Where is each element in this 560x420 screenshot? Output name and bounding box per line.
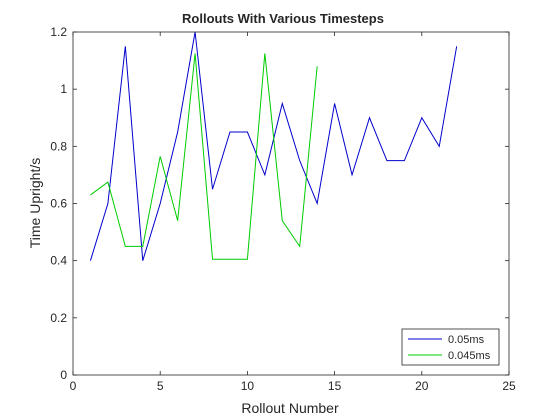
y-axis-label: Time Upright/s bbox=[27, 158, 43, 249]
series-line-2 bbox=[90, 53, 318, 260]
chart-title: Rollouts With Various Timesteps bbox=[182, 11, 384, 26]
series-layer bbox=[89, 31, 458, 261]
legend: 0.05ms 0.045ms bbox=[401, 328, 500, 366]
legend-box bbox=[401, 328, 500, 366]
x-tick-label: 5 bbox=[157, 379, 164, 393]
x-tick-label: 15 bbox=[328, 379, 342, 393]
y-tick-label: 1 bbox=[60, 82, 67, 96]
legend-label-2: 0.045ms bbox=[448, 350, 491, 362]
y-tick-label: 0.6 bbox=[50, 197, 67, 211]
y-tick-label: 0 bbox=[60, 368, 67, 382]
y-tick-label: 0.2 bbox=[50, 311, 67, 325]
x-tick-label: 25 bbox=[502, 379, 516, 393]
y-tick-label: 0.4 bbox=[50, 254, 67, 268]
y-tick-label: 1.2 bbox=[50, 25, 67, 39]
y-tick-label: 0.8 bbox=[50, 139, 67, 153]
x-tick-label: 10 bbox=[241, 379, 255, 393]
x-axis-label: Rollout Number bbox=[241, 400, 339, 416]
axes-layer: 0 5 10 15 20 25 0 0.2 0.4 0.6 0.8 1 1.2 bbox=[50, 25, 516, 393]
x-tick-label: 0 bbox=[70, 379, 77, 393]
plot-area bbox=[73, 32, 509, 375]
x-tick-label: 20 bbox=[415, 379, 429, 393]
legend-label-1: 0.05ms bbox=[448, 334, 485, 346]
